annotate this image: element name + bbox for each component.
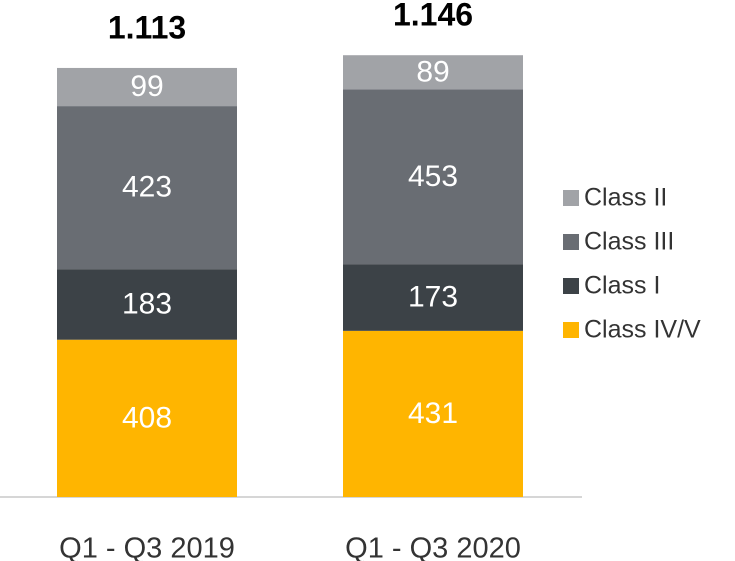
x-tick-label: Q1 - Q3 2019 — [59, 533, 235, 561]
bar-segment — [57, 339, 237, 497]
bar-segment — [57, 67, 237, 107]
data-label: 173 — [408, 280, 458, 313]
data-label: 408 — [122, 401, 172, 434]
x-tick-label: Q1 - Q3 2020 — [345, 533, 521, 561]
bar-segment — [57, 269, 237, 340]
legend-label: Class IV/V — [584, 316, 701, 344]
data-label: 89 — [416, 55, 449, 88]
data-label: 423 — [122, 171, 172, 204]
bar-segment — [343, 330, 523, 497]
legend-label: Class II — [584, 184, 667, 212]
legend-label: Class III — [584, 228, 674, 256]
legend-label: Class I — [584, 272, 660, 300]
bar-segment — [57, 106, 237, 270]
data-label: 453 — [408, 160, 458, 193]
bar-segment — [343, 89, 523, 265]
legend-swatch — [563, 234, 579, 250]
data-label: 99 — [130, 70, 163, 103]
bar-segment — [343, 55, 523, 90]
total-label: 1.113 — [108, 9, 186, 45]
legend-swatch — [563, 190, 579, 206]
legend-swatch — [563, 278, 579, 294]
bar-segment — [343, 264, 523, 331]
data-label: 431 — [408, 397, 458, 430]
legend-swatch — [563, 322, 579, 338]
total-label: 1.146 — [393, 0, 473, 33]
data-label: 183 — [122, 287, 172, 320]
